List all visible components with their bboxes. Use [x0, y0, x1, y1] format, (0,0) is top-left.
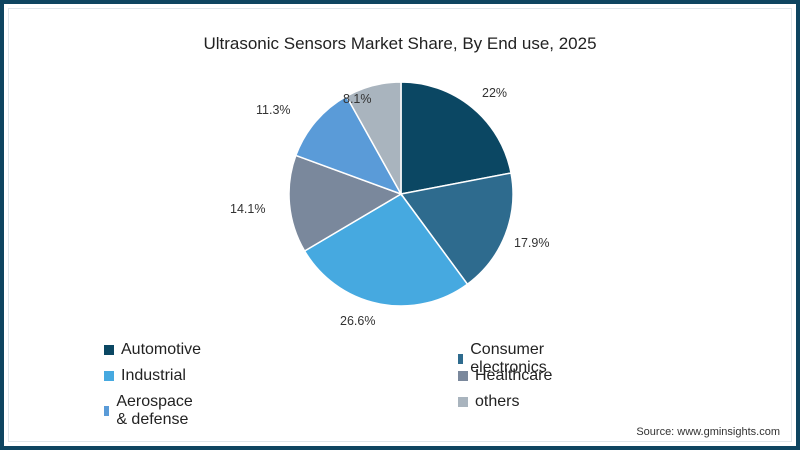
pie-slice-industrial [303, 193, 469, 307]
legend-item: Aerospace & defense [104, 393, 198, 429]
inner-border [8, 8, 792, 442]
legend-item: Consumer electronics [458, 341, 551, 377]
slice-label: 22% [482, 86, 508, 100]
chart-title: Ultrasonic Sensors Market Share, By End … [203, 34, 597, 53]
slice-label: 8.1% [343, 92, 372, 106]
legend-item: others [458, 393, 519, 411]
legend-swatch [458, 354, 464, 364]
legend-label: Healthcare [475, 367, 553, 384]
pie-slice-others [345, 81, 402, 197]
pie-slice-healthcare [288, 154, 403, 253]
pie-slice-automotive [400, 81, 512, 195]
legend-swatch [104, 345, 114, 355]
legend-item: Healthcare [458, 367, 552, 385]
legend-swatch [458, 397, 468, 407]
legend-label: Automotive [121, 341, 202, 358]
slice-label: 11.3% [256, 103, 291, 117]
legend-label: Consumer electronics [470, 341, 547, 376]
legend-swatch [458, 371, 468, 381]
legend-swatch [104, 371, 114, 381]
legend-label: Aerospace & defense [116, 393, 193, 428]
legend-swatch [104, 406, 110, 416]
slice-label: 14.1% [230, 202, 266, 216]
legend-label: others [475, 393, 520, 410]
legend-item: Automotive [104, 341, 201, 359]
pie-slice-consumer-electronics [399, 172, 514, 286]
source-note: Source: www.gminsights.com [636, 426, 780, 438]
legend-label: Industrial [121, 367, 186, 384]
legend-item: Industrial [104, 367, 186, 385]
pie-slice-aerospace-defense [294, 95, 403, 196]
slice-label: 17.9% [514, 236, 550, 250]
slice-label: 26.6% [340, 314, 376, 328]
